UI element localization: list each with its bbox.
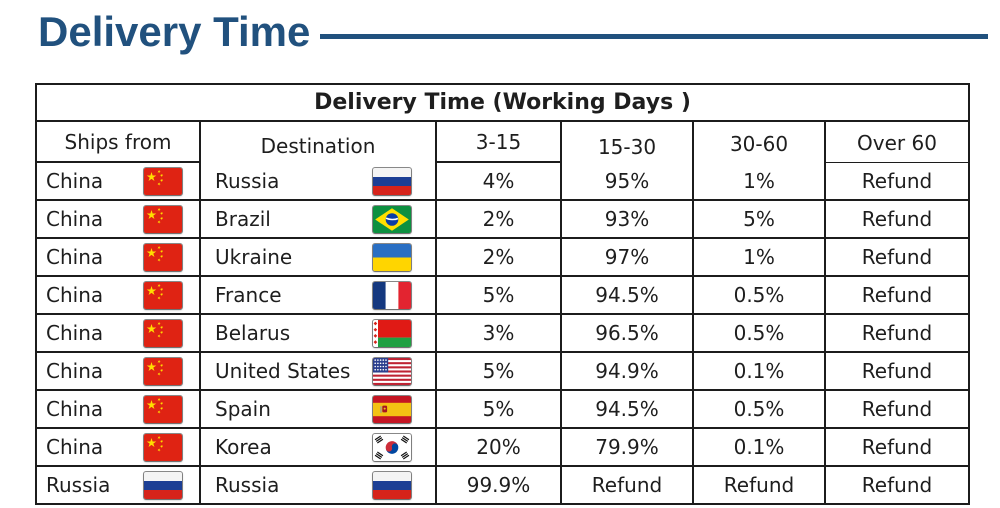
table-column-header-row: Ships from Destination 3-15 15-30 30-60 … [35,120,970,168]
ships-from-label: China [46,245,104,269]
pct-30-60: 0.1% [692,351,826,391]
pct-15-30: 79.9% [560,427,694,467]
over-60-cell: Refund [824,275,970,315]
china-flag-icon [143,432,183,462]
col-header-destination: Destination [199,124,437,167]
col-header-over-60: Over 60 [824,121,970,164]
usa-flag-icon [372,356,412,386]
table-title-row: Delivery Time (Working Days ) [35,83,970,122]
pct-3-15: 3% [435,313,562,353]
china-flag-icon [143,166,183,196]
china-flag-icon [143,356,183,386]
destination-label: Russia [215,473,280,497]
ships-from-label: China [46,359,104,383]
page-header: Delivery Time [38,4,988,60]
col-header-ships-from: Ships from [35,120,201,163]
russia-flag-icon [372,470,412,500]
france-flag-icon [372,280,412,310]
destination-label: Russia [215,169,280,193]
pct-30-60: 0.5% [692,275,826,315]
pct-15-30: Refund [560,465,694,505]
table-row: Russia Russia 99.9% Refund Refund Refund [35,465,970,505]
table-row: China Ukraine 2% 97% 1% Refund [35,237,970,277]
delivery-table: Delivery Time (Working Days ) Ships from… [35,83,970,505]
china-flag-icon [143,318,183,348]
pct-3-15: 2% [435,237,562,277]
ships-from-label: China [46,169,104,193]
china-flag-icon [143,394,183,424]
over-60-cell: Refund [824,351,970,391]
pct-15-30: 95% [560,161,694,201]
over-60-cell: Refund [824,237,970,277]
pct-3-15: 99.9% [435,465,562,505]
pct-30-60: Refund [692,465,826,505]
table-row: China Korea 20% 79.9% 0.1% Refund [35,427,970,467]
ships-from-label: China [46,283,104,307]
pct-30-60: 1% [692,161,826,201]
pct-15-30: 94.9% [560,351,694,391]
table-title: Delivery Time (Working Days ) [35,83,970,122]
table-row: China France 5% 94.5% 0.5% Refund [35,275,970,315]
pct-30-60: 5% [692,199,826,239]
pct-15-30: 96.5% [560,313,694,353]
table-row: China United States 5% 94.9% 0.1% Refund [35,351,970,391]
destination-label: France [215,283,282,307]
title-rule [320,33,988,39]
pct-15-30: 97% [560,237,694,277]
col-header-30-60: 30-60 [692,122,826,165]
pct-15-30: 94.5% [560,389,694,429]
ships-from-label: China [46,321,104,345]
table-row: China Spain 5% 94.5% 0.5% Refund [35,389,970,429]
pct-15-30: 93% [560,199,694,239]
pct-30-60: 0.1% [692,427,826,467]
ukraine-flag-icon [372,242,412,272]
over-60-cell: Refund [824,199,970,239]
pct-3-15: 5% [435,351,562,391]
over-60-cell: Refund [824,313,970,353]
russia-flag-icon [143,470,183,500]
table-row: China Russia 4% 95% 1% Refund [35,161,970,201]
destination-label: Spain [215,397,271,421]
china-flag-icon [143,280,183,310]
delivery-table-wrap: Delivery Time (Working Days ) Ships from… [35,83,970,505]
over-60-cell: Refund [824,161,970,201]
destination-label: Korea [215,435,272,459]
pct-30-60: 0.5% [692,313,826,353]
ships-from-label: China [46,397,104,421]
china-flag-icon [143,242,183,272]
ships-from-label: China [46,207,104,231]
korea-flag-icon [372,432,412,462]
destination-label: Ukraine [215,245,293,269]
destination-label: Brazil [215,207,271,231]
destination-label: United States [215,359,351,383]
col-header-3-15: 3-15 [435,120,562,163]
pct-30-60: 0.5% [692,389,826,429]
pct-30-60: 1% [692,237,826,277]
pct-3-15: 4% [435,161,562,201]
belarus-flag-icon [372,318,412,348]
ships-from-label: Russia [46,473,111,497]
spain-flag-icon [372,394,412,424]
page-title: Delivery Time [38,8,311,55]
china-flag-icon [143,204,183,234]
table-row: China Belarus 3% 96.5% 0.5% Refund [35,313,970,353]
russia-flag-icon [372,166,412,196]
pct-3-15: 5% [435,389,562,429]
over-60-cell: Refund [824,465,970,505]
pct-15-30: 94.5% [560,275,694,315]
col-header-15-30: 15-30 [560,125,694,168]
ships-from-label: China [46,435,104,459]
pct-3-15: 5% [435,275,562,315]
pct-3-15: 2% [435,199,562,239]
destination-label: Belarus [215,321,291,345]
over-60-cell: Refund [824,389,970,429]
pct-3-15: 20% [435,427,562,467]
brazil-flag-icon [372,204,412,234]
over-60-cell: Refund [824,427,970,467]
table-row: China Brazil 2% 93% 5% Refund [35,199,970,239]
